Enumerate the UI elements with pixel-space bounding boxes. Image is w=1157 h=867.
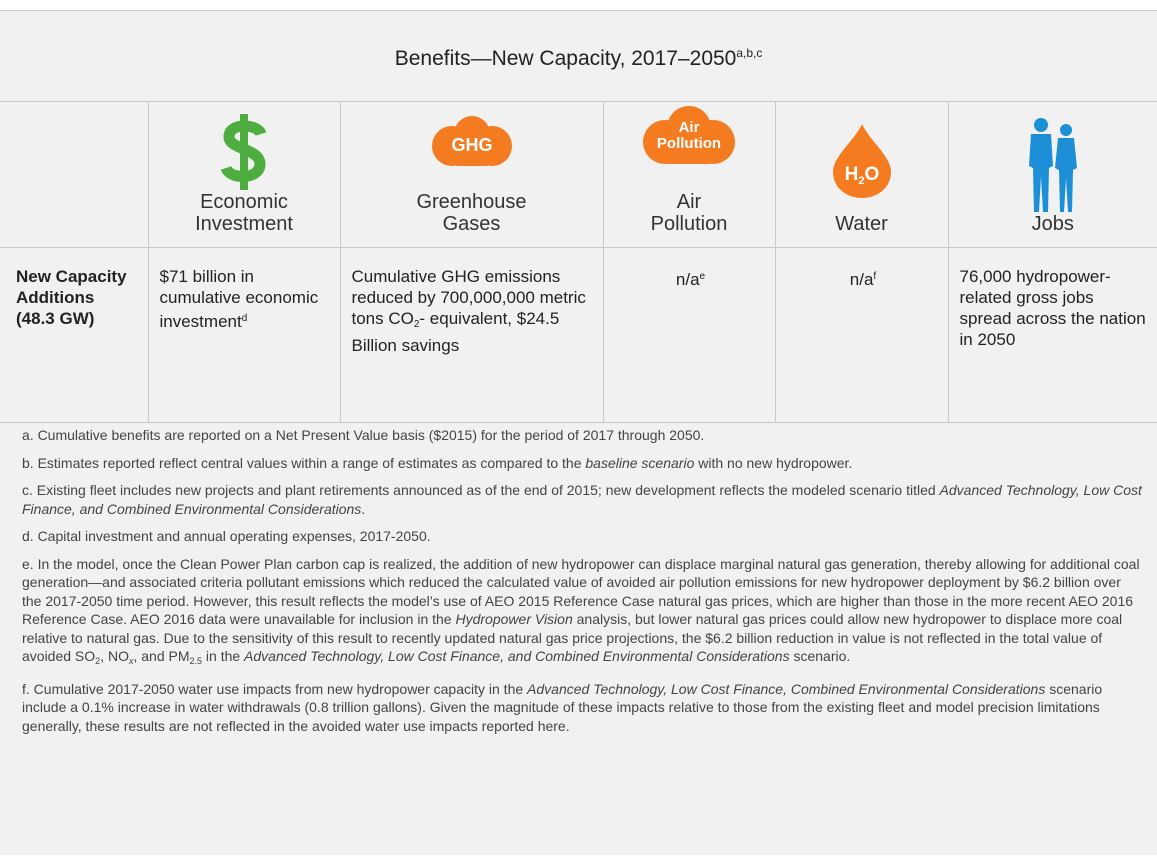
footnote: c. Existing fleet includes new projects … xyxy=(22,481,1142,518)
footnote: e. In the model, once the Clean Power Pl… xyxy=(22,555,1142,671)
svg-text:H2O: H2O xyxy=(844,164,879,187)
text: baseline scenario xyxy=(585,454,695,471)
text: d xyxy=(241,313,248,324)
text: 2 xyxy=(95,656,101,666)
header-cell: H2O Water xyxy=(774,101,949,248)
icon-label: GHG xyxy=(451,135,492,155)
ghg-icon: GHG xyxy=(431,116,512,166)
row-header: New Capacity Additions (48.3 GW) xyxy=(0,247,149,423)
text: scenario include a 0.1% increase in wate… xyxy=(22,680,1103,734)
water-icon: H2O xyxy=(832,124,891,198)
table-title: Benefits—New Capacity, 2017–2050a,b,c xyxy=(0,10,1157,102)
text: 2.5 xyxy=(189,656,203,666)
text: e. In the model, once the Clean Power Pl… xyxy=(22,555,1140,628)
text: in the xyxy=(202,648,245,664)
icon-label: Air xyxy=(679,119,700,136)
data-cell: 76,000 hydropower-related gross jobs spr… xyxy=(947,247,1157,423)
title-text: Benefits—New Capacity, 2017–2050 xyxy=(394,46,737,70)
data-cell: $71 billion in cumulative economic inves… xyxy=(147,247,341,423)
data-cell: Cumulative GHG emissions reduced by 700,… xyxy=(339,247,604,423)
icon-label: H xyxy=(844,164,858,185)
text: Advanced Technology, Low Cost Finance, a… xyxy=(244,648,790,664)
text: Greenhouse xyxy=(416,191,527,213)
icon-label: 2 xyxy=(858,175,864,187)
text: f xyxy=(873,271,877,282)
page: Benefits—New Capacity, 2017–2050a,b,c Ec… xyxy=(0,10,1157,855)
text: $71 billion in cumulative economic inves… xyxy=(159,267,319,331)
text: analysis, but lower natural gas prices c… xyxy=(22,611,1123,664)
column-label: Jobs xyxy=(949,213,1157,235)
title-sup: a,b,c xyxy=(736,45,763,60)
column-label: Economic Investment xyxy=(149,191,340,235)
column-label: Air Pollution xyxy=(604,191,775,235)
text: - equivalent, $24.5 Billion savings xyxy=(351,309,560,355)
header-cell: Economic Investment xyxy=(147,101,341,248)
text: a. Cumulative benefits are reported on a… xyxy=(22,427,705,443)
benefits-table: Benefits—New Capacity, 2017–2050a,b,c Ec… xyxy=(0,10,1157,423)
text: Economic xyxy=(200,191,288,213)
air-pollution-icon: Air Pollution xyxy=(643,106,735,164)
text: New Capacity xyxy=(16,267,127,286)
text: c. Existing fleet includes new projects … xyxy=(22,482,940,498)
text: d. Capital investment and annual operati… xyxy=(22,528,431,544)
text: Pollution xyxy=(650,213,728,235)
icon-label: O xyxy=(864,164,879,185)
footnotes: a. Cumulative benefits are reported on a… xyxy=(22,426,1142,744)
header-cell: Jobs xyxy=(947,101,1157,248)
text: e xyxy=(699,271,706,282)
header-cell: GHG Greenhouse Gases xyxy=(339,101,604,248)
data-cell: n/af xyxy=(774,247,949,423)
text: f. Cumulative 2017-2050 water use impact… xyxy=(22,680,528,697)
text: n/a xyxy=(849,270,874,289)
text: (48.3 GW) xyxy=(16,309,95,328)
text: 76,000 hydropower-related gross jobs spr… xyxy=(959,267,1146,349)
text: . xyxy=(361,500,366,517)
dollar-icon xyxy=(220,114,267,190)
footnote: b. Estimates reported reflect central va… xyxy=(22,454,1142,473)
text: b. Estimates reported reflect central va… xyxy=(22,454,586,471)
column-label: Water xyxy=(776,213,948,235)
text: x xyxy=(128,656,134,666)
footnote: a. Cumulative benefits are reported on a… xyxy=(22,426,1142,445)
text: Gases xyxy=(442,213,501,235)
header-cell: Air Pollution Air Pollution xyxy=(602,101,776,248)
text: Hydropower Vision xyxy=(455,611,573,627)
text: with no new hydropower. xyxy=(694,454,853,471)
footnote: d. Capital investment and annual operati… xyxy=(22,527,1142,546)
text: , and PM xyxy=(133,648,190,664)
header-cell xyxy=(0,101,149,248)
text: Air xyxy=(676,191,702,213)
text: scenario. xyxy=(789,648,851,664)
text: Water xyxy=(835,213,888,235)
text: Cumulative GHG emissions reduced by 700,… xyxy=(351,267,586,328)
text: n/a xyxy=(675,270,700,289)
icon-label: Pollution xyxy=(657,135,721,152)
data-cell: n/ae xyxy=(602,247,776,423)
text: Advanced Technology, Low Cost Finance, a… xyxy=(22,482,1142,517)
text: Jobs xyxy=(1031,213,1074,235)
text: 2 xyxy=(413,319,420,330)
text: Investment xyxy=(195,213,293,235)
column-label: Greenhouse Gases xyxy=(341,191,603,235)
text: , NO xyxy=(100,648,129,664)
jobs-icon xyxy=(1028,118,1077,212)
footnote: f. Cumulative 2017-2050 water use impact… xyxy=(22,680,1142,736)
text: Advanced Technology, Low Cost Finance, C… xyxy=(527,680,1046,697)
text: Additions xyxy=(16,288,95,307)
